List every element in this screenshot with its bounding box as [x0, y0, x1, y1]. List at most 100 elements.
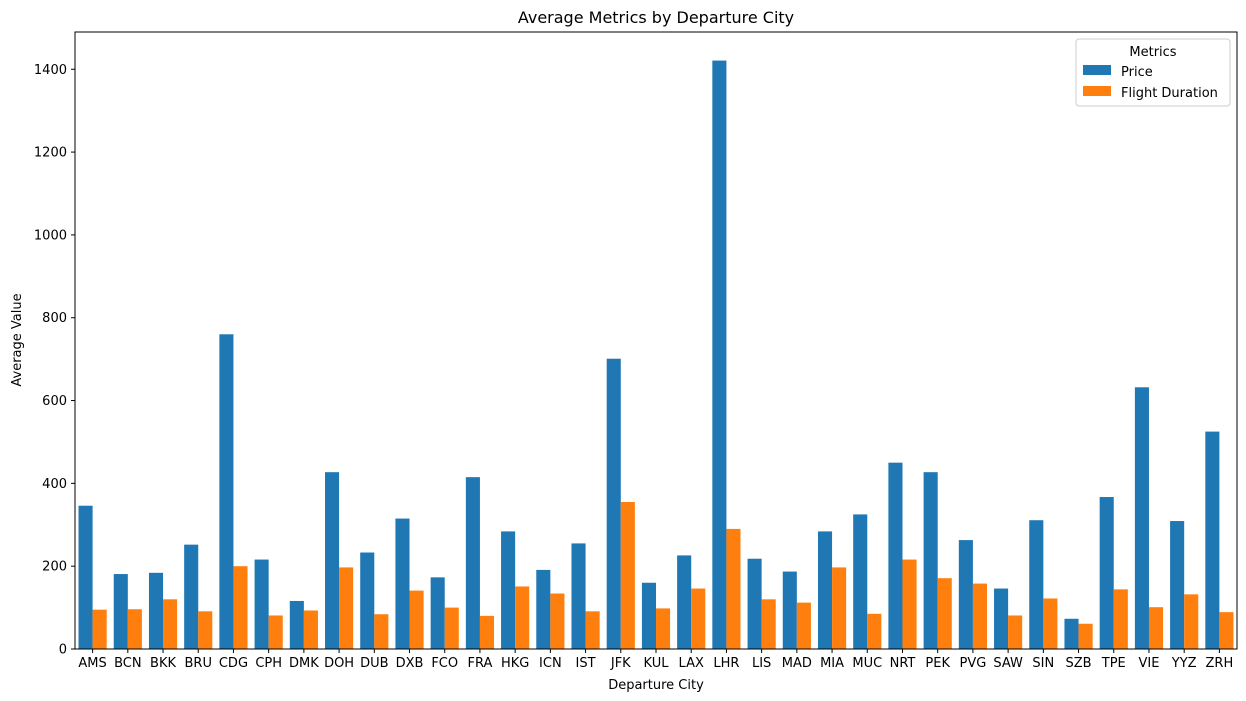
bar-zrh-flight-duration — [1219, 612, 1234, 649]
bar-nrt-price — [888, 462, 903, 649]
bar-vie-flight-duration — [1148, 607, 1164, 649]
bar-yyz-flight-duration — [1184, 594, 1199, 649]
y-tick-label: 1200 — [34, 146, 67, 161]
x-tick-label-hkg: HKG — [501, 656, 529, 671]
y-tick-label: 200 — [42, 560, 67, 575]
x-tick-label-zrh: ZRH — [1206, 656, 1234, 671]
bar-doh-flight-duration — [339, 567, 354, 649]
x-tick-label-muc: MUC — [852, 656, 882, 671]
bar-fco-price — [430, 577, 445, 649]
bar-pvg-flight-duration — [972, 583, 987, 649]
x-tick-label-szb: SZB — [1066, 656, 1092, 671]
bar-yyz-price — [1170, 521, 1185, 649]
bar-bru-flight-duration — [198, 611, 213, 649]
bar-pek-price — [923, 472, 938, 649]
x-tick-label-yyz: YYZ — [1171, 656, 1197, 671]
x-tick-label-bru: BRU — [185, 656, 212, 671]
bar-ist-flight-duration — [585, 611, 600, 649]
bar-szb-flight-duration — [1078, 623, 1093, 649]
bar-mad-flight-duration — [796, 602, 811, 649]
bar-hkg-flight-duration — [515, 586, 530, 649]
bar-dmk-price — [289, 600, 304, 649]
bar-cph-price — [254, 559, 269, 649]
x-tick-label-kul: KUL — [644, 656, 670, 671]
bar-lhr-flight-duration — [726, 528, 741, 649]
x-tick-label-jfk: JFK — [610, 656, 631, 671]
bar-sin-flight-duration — [1043, 598, 1058, 649]
bar-muc-flight-duration — [867, 613, 882, 649]
bar-dxb-price — [395, 518, 410, 649]
bar-bkk-price — [148, 572, 164, 649]
bar-tpe-price — [1099, 497, 1114, 649]
legend-label-price: Price — [1121, 65, 1153, 80]
x-tick-label-tpe: TPE — [1101, 656, 1126, 671]
legend-label-flight-duration: Flight Duration — [1121, 86, 1218, 101]
bar-sin-price — [1029, 520, 1044, 649]
y-tick-label: 600 — [42, 394, 67, 409]
bar-fra-flight-duration — [479, 615, 495, 649]
bar-pek-flight-duration — [937, 578, 952, 649]
bar-cdg-flight-duration — [233, 566, 248, 649]
x-tick-label-lax: LAX — [679, 656, 704, 671]
bar-bcn-price — [113, 574, 128, 649]
bar-jfk-price — [606, 358, 621, 649]
x-tick-label-saw: SAW — [993, 656, 1023, 671]
bar-lis-price — [747, 558, 762, 649]
x-tick-label-lis: LIS — [752, 656, 771, 671]
x-tick-label-ist: IST — [576, 656, 596, 671]
plot-frame — [74, 31, 1238, 650]
x-tick-label-fco: FCO — [431, 656, 458, 671]
y-tick-label: 0 — [59, 643, 67, 658]
bar-bru-price — [184, 544, 199, 649]
legend-swatch-price — [1083, 65, 1111, 75]
x-tick-label-ams: AMS — [78, 656, 106, 671]
bar-bkk-flight-duration — [163, 599, 178, 649]
bar-tpe-flight-duration — [1113, 589, 1128, 649]
bar-icn-flight-duration — [550, 593, 565, 649]
bar-ams-price — [78, 505, 93, 649]
x-tick-label-lhr: LHR — [713, 656, 739, 671]
bar-zrh-price — [1205, 431, 1220, 649]
legend-frame — [1075, 38, 1231, 107]
bar-kul-flight-duration — [656, 608, 671, 649]
bar-cph-flight-duration — [268, 615, 283, 649]
legend[interactable]: Metrics Price Flight Duration — [1075, 38, 1231, 107]
x-tick-label-vie: VIE — [1138, 656, 1159, 671]
bar-ams-flight-duration — [92, 609, 107, 649]
y-tick-label: 400 — [42, 477, 67, 492]
bar-muc-price — [853, 514, 868, 649]
bar-lis-flight-duration — [761, 599, 776, 649]
bar-mia-flight-duration — [832, 567, 847, 649]
x-tick-label-bcn: BCN — [114, 656, 142, 671]
bar-lhr-price — [712, 60, 727, 649]
bar-doh-price — [325, 472, 340, 649]
bar-vie-price — [1134, 387, 1149, 649]
bar-nrt-flight-duration — [902, 559, 917, 649]
legend-title: Metrics — [1129, 45, 1176, 60]
bar-kul-price — [641, 582, 656, 649]
bar-mia-price — [817, 531, 833, 649]
bar-mad-price — [782, 571, 797, 649]
bar-dmk-flight-duration — [303, 610, 318, 649]
bar-saw-flight-duration — [1008, 615, 1023, 649]
x-tick-label-cph: CPH — [255, 656, 282, 671]
x-tick-label-dub: DUB — [360, 656, 388, 671]
x-tick-label-pvg: PVG — [960, 656, 987, 671]
x-tick-label-dmk: DMK — [289, 656, 319, 671]
chart-title: Average Metrics by Departure City — [518, 8, 794, 27]
x-tick-label-dxb: DXB — [396, 656, 424, 671]
x-tick-label-bkk: BKK — [150, 656, 176, 671]
x-tick-label-doh: DOH — [324, 656, 354, 671]
bar-szb-price — [1064, 618, 1079, 649]
bar-hkg-price — [501, 531, 516, 649]
bar-ist-price — [571, 543, 586, 649]
x-tick-label-mad: MAD — [782, 656, 812, 671]
x-tick-label-sin: SIN — [1032, 656, 1054, 671]
x-tick-label-pek: PEK — [925, 656, 950, 671]
plot-bars — [78, 60, 1234, 649]
y-tick-label: 800 — [42, 311, 67, 326]
bar-pvg-price — [958, 540, 973, 649]
y-axis: 0 200 400 600 800 1000 1200 1400 — [34, 63, 75, 658]
x-tick-label-nrt: NRT — [890, 656, 916, 671]
